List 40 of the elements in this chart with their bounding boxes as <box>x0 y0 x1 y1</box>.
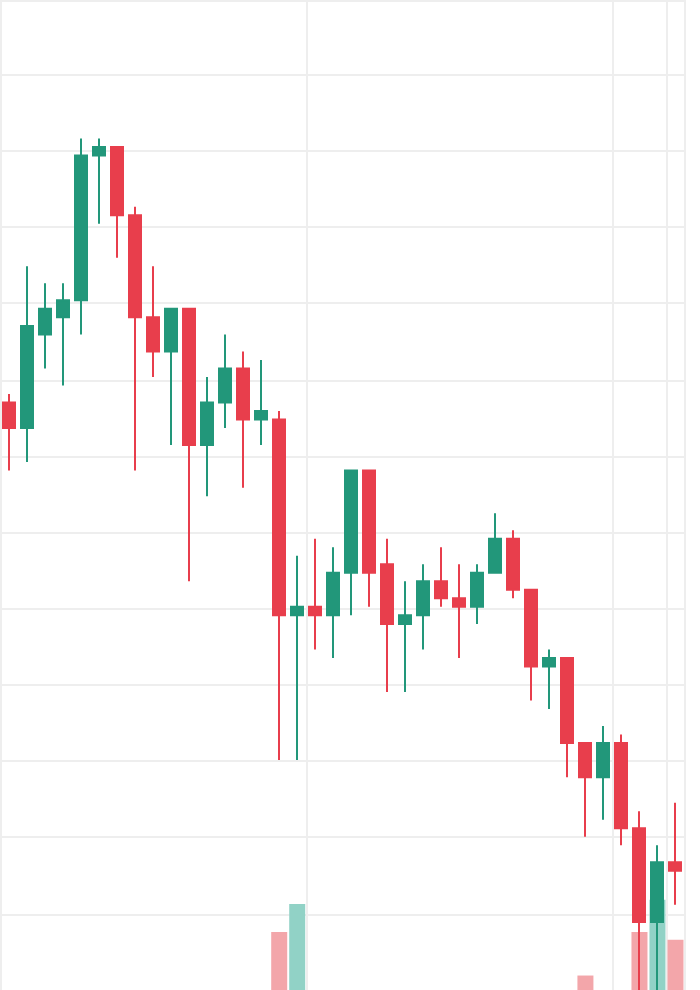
candlestick <box>200 375 214 498</box>
candlestick <box>56 282 70 387</box>
candlestick <box>326 546 340 659</box>
candlestick <box>308 537 322 651</box>
candlestick <box>218 333 232 430</box>
bar <box>577 975 594 990</box>
candlestick <box>578 742 592 838</box>
candlestick <box>146 265 160 378</box>
candlestick <box>254 358 268 447</box>
candlestick <box>416 563 430 651</box>
candlestick <box>614 733 628 847</box>
candlestick <box>344 469 358 617</box>
candlestick <box>236 350 250 489</box>
candlestick <box>362 469 376 608</box>
candlestick <box>470 563 484 625</box>
candlestick <box>488 512 502 574</box>
candlestick <box>524 588 538 702</box>
candlestick <box>2 392 16 472</box>
candlestick <box>434 546 448 608</box>
candlestick <box>290 554 304 762</box>
candlestick <box>380 537 394 693</box>
candlestick <box>128 205 142 472</box>
candlestick <box>560 656 574 779</box>
bar <box>271 932 288 990</box>
candlestick <box>110 146 124 259</box>
candlestick <box>506 529 520 600</box>
candlestick <box>20 265 34 464</box>
candlestick <box>596 725 610 821</box>
candlestick <box>38 282 52 370</box>
bar <box>667 939 684 990</box>
candlestick <box>452 563 466 659</box>
candlestick <box>164 307 178 447</box>
candlestick <box>74 137 88 336</box>
candlestick <box>398 580 412 693</box>
candlestick <box>668 801 682 906</box>
candlestick <box>92 137 106 225</box>
candlestick <box>272 410 286 762</box>
bar <box>289 904 306 990</box>
candlestick <box>182 307 196 583</box>
candlestick <box>542 648 556 711</box>
